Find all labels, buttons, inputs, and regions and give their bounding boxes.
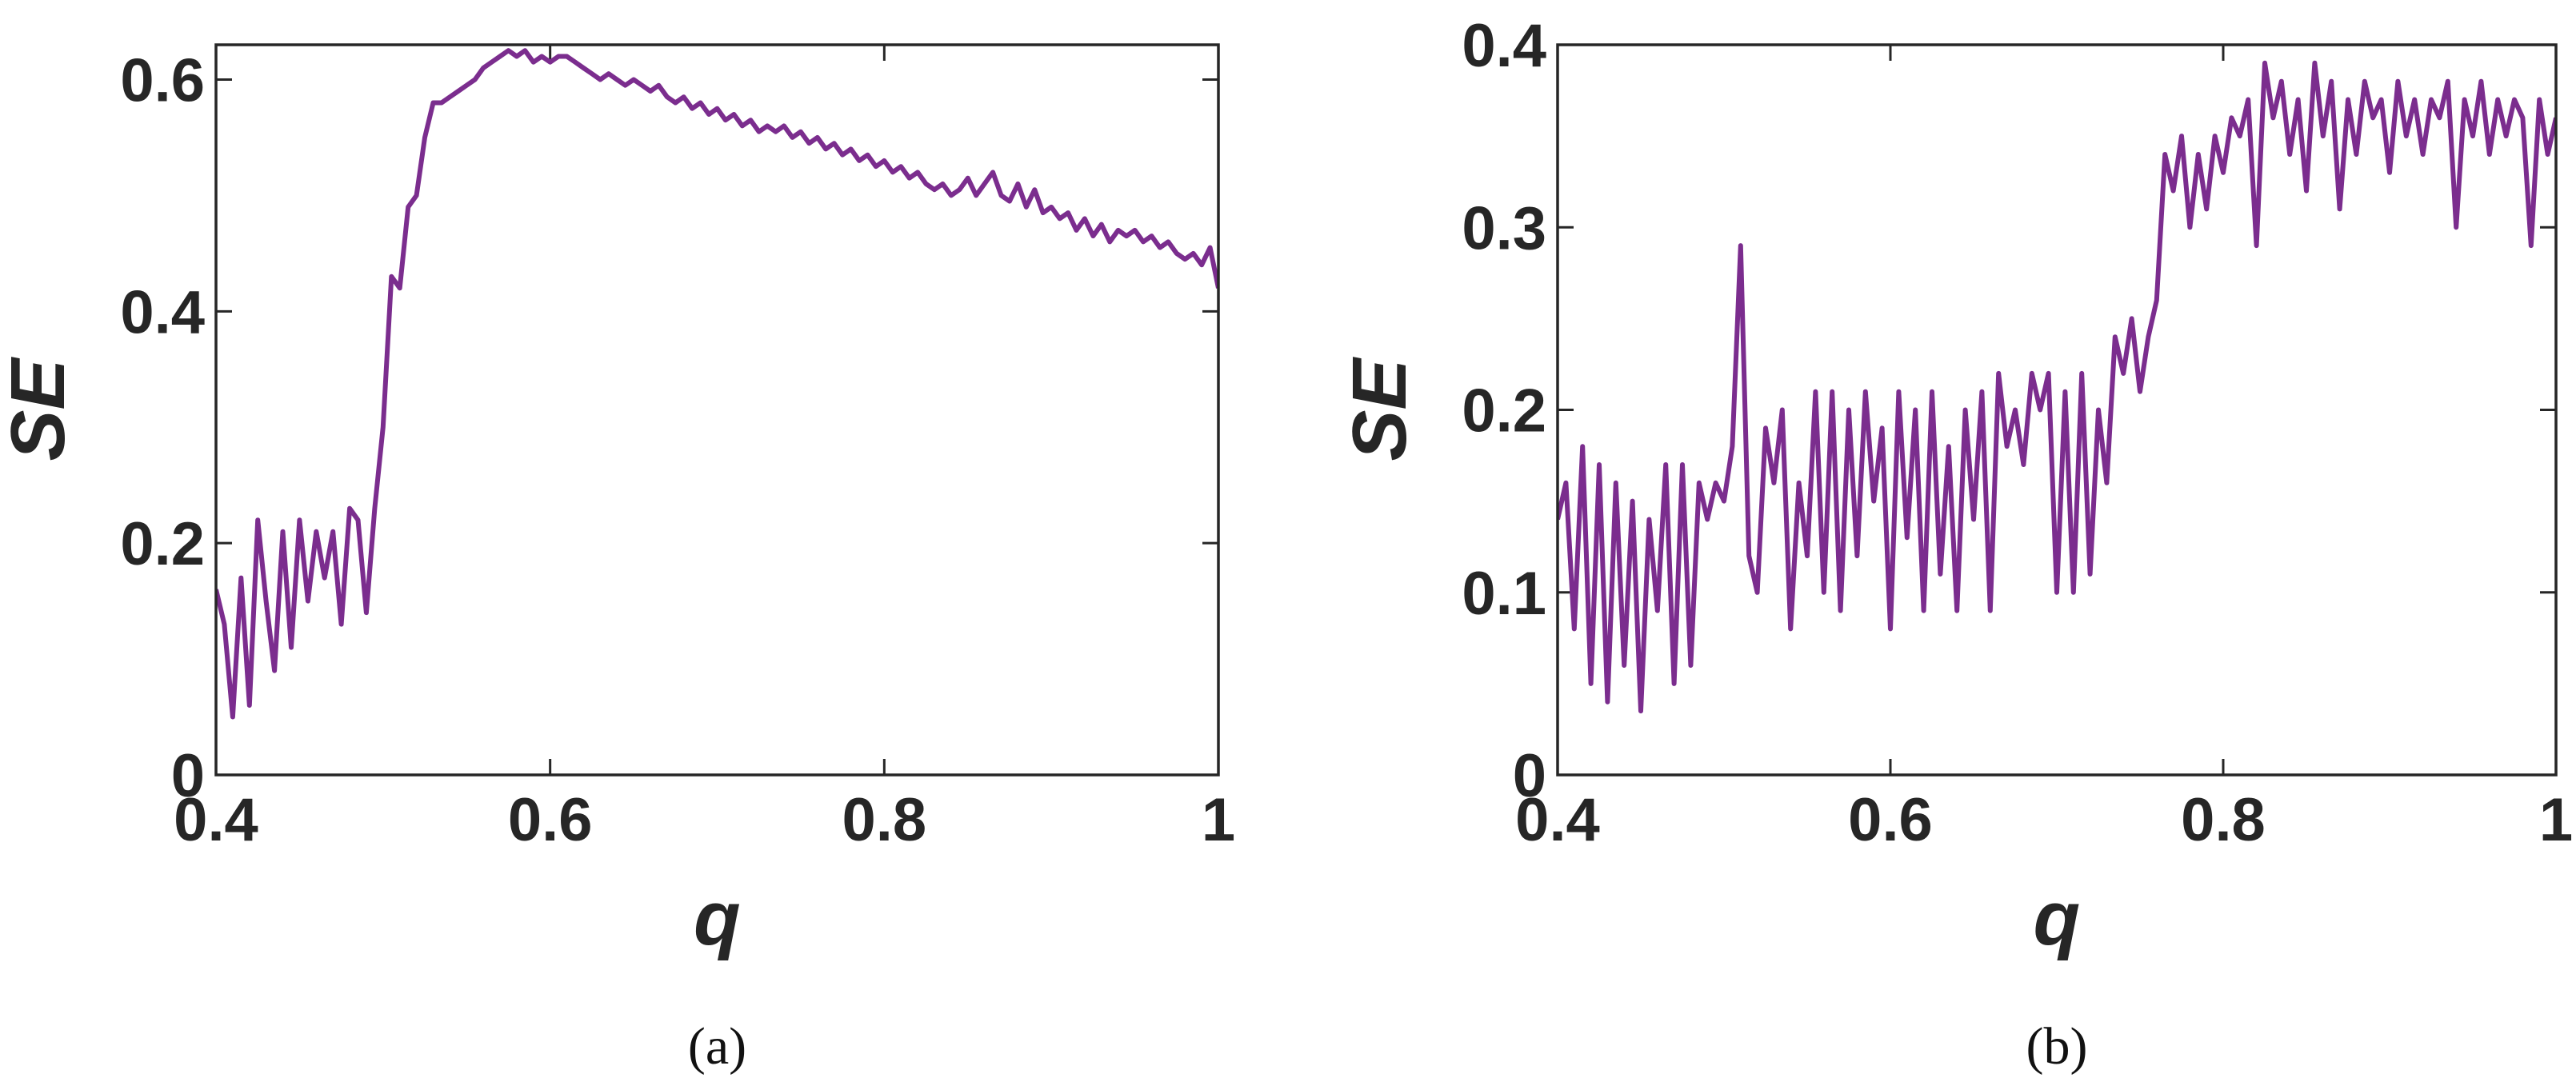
y-tick-label: 0.6: [120, 46, 205, 114]
x-axis-label: q: [694, 876, 741, 961]
x-axis-label: q: [2034, 876, 2081, 961]
x-tick-label: 0.8: [842, 786, 927, 854]
y-tick-label: 0.4: [120, 278, 205, 346]
y-tick-label: 0.2: [120, 510, 205, 578]
y-tick-label: 0: [171, 742, 205, 810]
caption: (a): [688, 1017, 746, 1076]
caption: (b): [2026, 1017, 2088, 1076]
plot-area: [1558, 60, 2556, 714]
y-tick-label: 0.3: [1462, 194, 1546, 262]
data-line: [1558, 60, 2556, 714]
plot-area: [216, 48, 1218, 720]
x-tick-label: 0.6: [1848, 786, 1933, 854]
y-axis-label: SE: [1337, 357, 1422, 461]
x-tick-label: 0.4: [174, 786, 258, 854]
data-line: [216, 48, 1218, 720]
x-tick-label: 0.4: [1515, 786, 1600, 854]
y-tick-label: 0.4: [1462, 12, 1546, 80]
x-tick-label: 1: [2539, 786, 2573, 854]
y-tick-label: 0: [1513, 742, 1546, 810]
y-axis-label: SE: [0, 357, 81, 461]
y-tick-label: 0.1: [1462, 560, 1546, 628]
x-tick-label: 0.8: [2181, 786, 2266, 854]
x-tick-label: 1: [1202, 786, 1235, 854]
y-tick-label: 0.2: [1462, 377, 1546, 445]
axes-box: [1556, 43, 2558, 777]
axes-box: [214, 43, 1220, 777]
x-tick-label: 0.6: [508, 786, 593, 854]
